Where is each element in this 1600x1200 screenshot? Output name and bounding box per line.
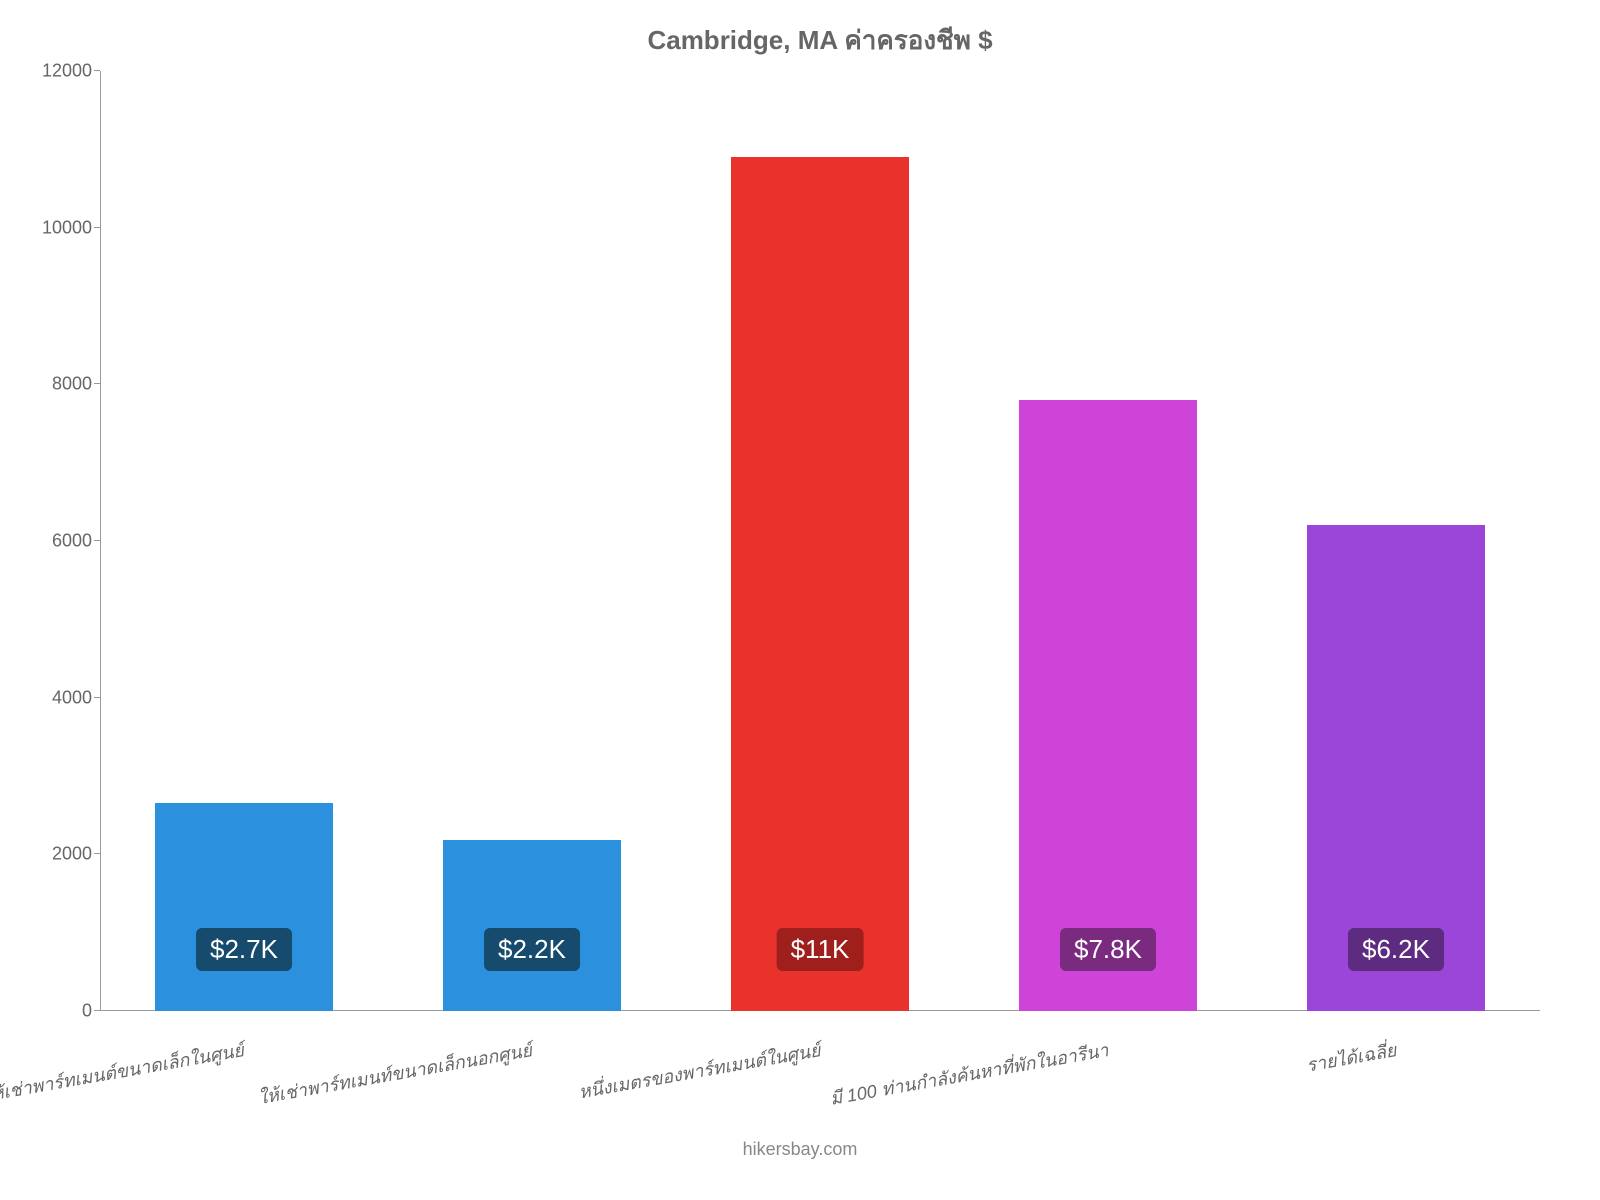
y-tick-mark (94, 540, 100, 541)
x-category-label: ให้เช่าพาร์ทเมนต์ขนาดเล็กในศูนย์ (0, 1035, 247, 1109)
bar: $7.8K (1019, 400, 1198, 1011)
y-tick-mark (94, 383, 100, 384)
y-tick-label: 6000 (32, 531, 92, 552)
y-tick-mark (94, 227, 100, 228)
x-category-label: ให้เช่าพาร์ทเมนท์ขนาดเล็กนอกศูนย์ (256, 1035, 534, 1112)
y-tick-mark (94, 853, 100, 854)
bar: $2.2K (443, 840, 622, 1011)
y-tick-label: 8000 (32, 374, 92, 395)
bar-value-label: $11K (777, 928, 864, 971)
bar: $11K (731, 157, 910, 1011)
chart-footer: hikersbay.com (0, 1139, 1600, 1160)
bar-slot: $6.2K (1252, 71, 1540, 1011)
bar-slot: $7.8K (964, 71, 1252, 1011)
bar-slot: $11K (676, 71, 964, 1011)
plot-area: 020004000600080001000012000 $2.7K$2.2K$1… (100, 71, 1540, 1011)
y-tick-mark (94, 1010, 100, 1011)
y-tick-label: 2000 (32, 844, 92, 865)
y-axis: 020004000600080001000012000 (30, 71, 100, 1011)
y-tick-label: 4000 (32, 687, 92, 708)
x-category-label: รายได้เฉลี่ย (1304, 1035, 1399, 1079)
y-tick-label: 0 (32, 1001, 92, 1022)
chart-title: Cambridge, MA ค่าครองชีพ $ (100, 20, 1540, 61)
bar-value-label: $6.2K (1348, 928, 1444, 971)
y-tick-mark (94, 697, 100, 698)
bar: $6.2K (1307, 525, 1486, 1011)
bar-value-label: $2.7K (196, 928, 292, 971)
bar-slot: $2.7K (100, 71, 388, 1011)
bar: $2.7K (155, 803, 334, 1011)
x-category-label: หนึ่งเมตรของพาร์ทเมนต์ในศูนย์ (576, 1035, 822, 1106)
y-tick-mark (94, 70, 100, 71)
bar-value-label: $2.2K (484, 928, 580, 971)
bar-value-label: $7.8K (1060, 928, 1156, 971)
y-tick-label: 12000 (32, 61, 92, 82)
chart-container: Cambridge, MA ค่าครองชีพ $ 0 2000 4000 6000… (0, 0, 1600, 1200)
bar-slot: $2.2K (388, 71, 676, 1011)
bars-group: $2.7K $2.2K $11K $7.8K $6.2K (100, 71, 1540, 1011)
y-tick-label: 10000 (32, 217, 92, 238)
x-category-label: มี 100 ท่านกำลังค้นหาที่พักในอารีนา (828, 1035, 1111, 1113)
